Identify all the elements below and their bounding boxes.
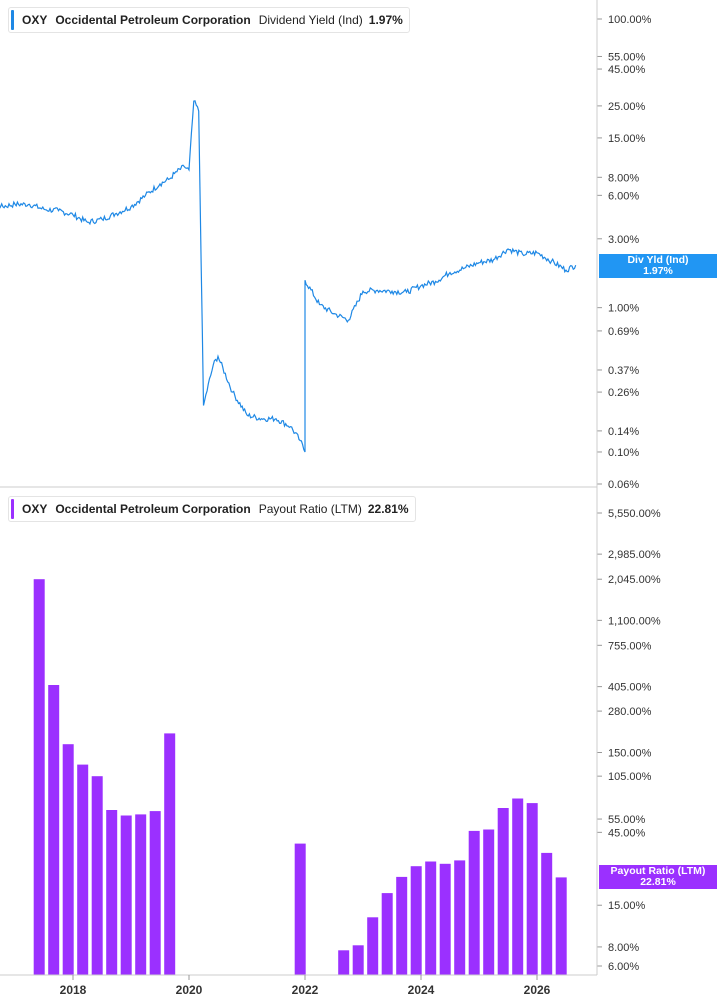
payout-legend[interactable]: OXY Occidental Petroleum Corporation Pay…: [8, 496, 416, 522]
yield-y-tick-label: 1.00%: [608, 303, 639, 315]
yield-y-tick-label: 55.00%: [608, 51, 646, 63]
yield-y-tick-label: 0.10%: [608, 447, 639, 459]
payout-bar: [439, 863, 451, 975]
payout-bar: [33, 579, 45, 975]
payout-bar: [294, 843, 306, 975]
x-tick-label: 2020: [176, 983, 203, 997]
yield-line: [0, 100, 577, 453]
yield-legend-metric: Dividend Yield (Ind): [258, 13, 363, 27]
payout-bar: [62, 744, 74, 975]
yield-legend-value: 1.97%: [368, 13, 403, 27]
yield-y-tick-label: 45.00%: [608, 64, 646, 76]
payout-bar: [541, 852, 553, 975]
payout-bar: [352, 945, 364, 975]
payout-bar: [135, 814, 147, 975]
yield-y-tick-label: 15.00%: [608, 133, 646, 145]
payout-bar: [77, 764, 89, 975]
x-tick-label: 2024: [408, 983, 435, 997]
payout-swatch: [11, 499, 14, 519]
payout-y-tick-label: 6.00%: [608, 961, 639, 973]
payout-y-tick-label: 5,550.00%: [608, 508, 661, 520]
yield-badge-value: 1.97%: [643, 265, 673, 277]
yield-y-tick-label: 8.00%: [608, 172, 639, 184]
yield-y-tick-label: 0.06%: [608, 479, 639, 491]
payout-y-tick-label: 45.00%: [608, 827, 646, 839]
payout-bar: [454, 860, 466, 975]
payout-bar: [396, 876, 408, 975]
payout-bar: [91, 776, 103, 975]
payout-y-tick-label: 1,100.00%: [608, 615, 661, 627]
payout-legend-value: 22.81%: [367, 502, 409, 516]
payout-bar: [149, 811, 161, 975]
payout-bar: [48, 685, 60, 975]
payout-bar: [367, 917, 379, 975]
yield-y-tick-label: 3.00%: [608, 234, 639, 246]
payout-y-tick-label: 405.00%: [608, 682, 652, 694]
x-tick-label: 2022: [292, 983, 319, 997]
yield-y-axis: 100.00% 55.00%45.00% 25.00% 15.00% 8.00% 6.00…: [597, 14, 652, 491]
payout-bar-series: [33, 579, 567, 975]
yield-line-series: [0, 100, 577, 453]
payout-y-tick-label: 55.00%: [608, 814, 646, 826]
payout-bar: [526, 803, 538, 975]
dividend-yield-panel: 100.00% 55.00%45.00% 25.00% 15.00% 8.00% 6.00…: [0, 0, 652, 491]
payout-y-tick-label: 280.00%: [608, 706, 652, 718]
yield-swatch: [11, 10, 14, 30]
payout-legend-ticker: OXY: [22, 502, 48, 516]
payout-y-tick-label: 8.00%: [608, 942, 639, 954]
payout-bar: [381, 893, 393, 975]
payout-bar: [338, 950, 350, 975]
payout-bar: [497, 808, 509, 975]
yield-y-tick-label: 25.00%: [608, 101, 646, 113]
payout-bar: [468, 830, 480, 975]
yield-y-tick-label: 0.69%: [608, 326, 639, 338]
payout-y-tick-label: 2,985.00%: [608, 549, 661, 561]
payout-legend-metric: Payout Ratio (LTM): [258, 502, 362, 516]
payout-badge-value: 22.81%: [640, 876, 676, 888]
yield-legend[interactable]: OXY Occidental Petroleum Corporation Div…: [8, 7, 410, 33]
payout-badge-label: Payout Ratio (LTM): [610, 865, 706, 877]
payout-bar: [410, 866, 422, 975]
yield-y-tick-label: 0.14%: [608, 426, 639, 438]
payout-y-tick-label: 755.00%: [608, 640, 652, 652]
yield-y-tick-label: 6.00%: [608, 190, 639, 202]
x-axis: 2018 2020 2022 2024 2026: [60, 975, 551, 997]
payout-bar: [164, 733, 176, 975]
payout-y-tick-label: 105.00%: [608, 771, 652, 783]
payout-bar: [120, 815, 132, 975]
yield-legend-company: Occidental Petroleum Corporation: [55, 13, 251, 27]
payout-bar: [512, 798, 524, 975]
payout-bar: [555, 877, 567, 975]
payout-y-tick-label: 2,045.00%: [608, 574, 661, 586]
yield-y-tick-label: 0.26%: [608, 387, 639, 399]
payout-legend-company: Occidental Petroleum Corporation: [55, 502, 251, 516]
yield-y-tick-label: 100.00%: [608, 14, 652, 26]
payout-y-tick-label: 15.00%: [608, 900, 646, 912]
yield-badge-label: Div Yld (Ind): [627, 254, 689, 266]
x-tick-label: 2018: [60, 983, 87, 997]
yield-legend-ticker: OXY: [22, 13, 48, 27]
x-tick-label: 2026: [524, 983, 551, 997]
payout-ratio-panel: 5,550.00% 2,985.00% 2,045.00% 1,100.00% 755.…: [33, 508, 661, 975]
payout-value-badge: Payout Ratio (LTM) 22.81%: [599, 865, 717, 889]
payout-bar: [425, 861, 437, 975]
payout-bar: [483, 829, 495, 975]
payout-y-axis: 5,550.00% 2,985.00% 2,045.00% 1,100.00% 755.…: [597, 508, 661, 973]
yield-value-badge: Div Yld (Ind) 1.97%: [599, 254, 717, 278]
payout-y-tick-label: 150.00%: [608, 748, 652, 760]
yield-y-tick-label: 0.37%: [608, 365, 639, 377]
payout-bar: [106, 810, 118, 975]
